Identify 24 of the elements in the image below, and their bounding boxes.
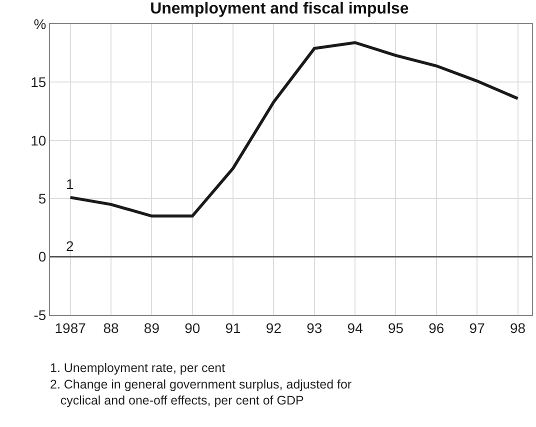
x-tick-label: 92 [266,320,282,336]
text: 1. Unemployment rate, per cent [50,361,226,375]
line-series [68,41,520,218]
x-tick-label: 97 [469,320,486,336]
x-tick-label: 89 [144,320,160,336]
x-tick-label: 90 [184,320,200,336]
x-tick-label: 94 [347,320,364,336]
y-tick-label: 5 [38,190,46,206]
y-tick-label: 10 [30,132,46,148]
series-label: 1 [66,176,74,192]
y-tick-label: % [34,16,46,32]
x-tick-label: 1987 [54,320,86,336]
y-tick-label: -5 [34,306,46,323]
y-tick-label: 15 [30,74,46,90]
annotation: 2 [66,238,74,254]
x-tick-label: 98 [510,320,526,336]
x-tick-label: 88 [103,320,120,336]
chart-title: Unemployment and fiscal impulse [150,0,409,18]
x-tick-label: 91 [225,320,242,336]
y-tick-label: 0 [38,248,46,265]
x-tick-label: 93 [306,320,322,336]
text: 2. Change in general government surplus, adjusted for cyclical and one-off effects, per cent of GDP [50,377,352,408]
x-tick-label: 96 [428,320,444,336]
x-tick-label: 95 [388,320,404,336]
